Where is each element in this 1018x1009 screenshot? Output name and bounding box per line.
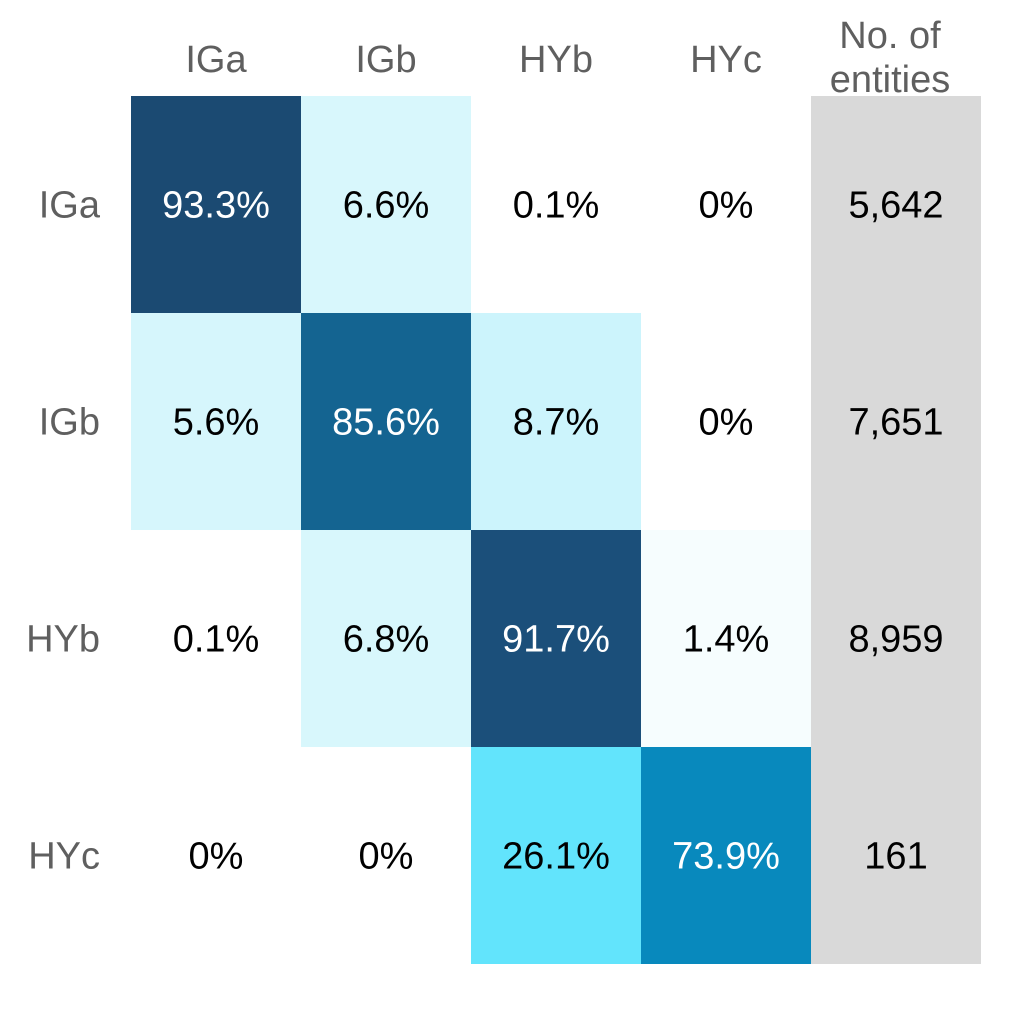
heatmap-cell-IGb-IGb xyxy=(301,313,471,530)
cell-label-HYb-HYc: 1.4% xyxy=(683,619,770,661)
count-column-background xyxy=(811,96,981,964)
heatmap-cell-IGa-IGb xyxy=(301,96,471,313)
cell-label-IGb-IGa: 5.6% xyxy=(173,402,260,444)
count-labels: 5,642 7,651 8,959 161 xyxy=(848,185,943,878)
heatmap-cell-IGa-IGa xyxy=(131,96,301,313)
count-label-HYc: 161 xyxy=(864,836,927,878)
count-header-line-1: No. of xyxy=(839,15,941,57)
heatmap-cell-HYc-IGb xyxy=(301,747,471,964)
row-label-IGb: IGb xyxy=(39,402,100,444)
count-label-IGa: 5,642 xyxy=(848,185,943,227)
heatmap-cell-labels: 93.3% 6.6% 0.1% 0% 5.6% 85.6% 8.7% 0% 0.1% 6.8% 91… xyxy=(162,185,780,878)
heatmap-cell-IGa-HYc xyxy=(641,96,811,313)
heatmap-cell-IGb-IGa xyxy=(131,313,301,530)
heatmap-cell-HYb-HYc xyxy=(641,530,811,747)
column-labels: IGa IGb HYb HYc xyxy=(185,39,762,81)
count-header-line-2: entities xyxy=(830,59,950,101)
heatmap-cell-HYb-IGa xyxy=(131,530,301,747)
cell-label-IGa-IGb: 6.6% xyxy=(343,185,430,227)
heatmap-cell-HYb-HYb xyxy=(471,530,641,747)
column-label-IGb: IGb xyxy=(355,39,416,81)
cell-label-IGb-HYb: 8.7% xyxy=(513,402,600,444)
heatmap-cell-IGb-HYc xyxy=(641,313,811,530)
count-column-bg xyxy=(811,96,981,964)
column-label-IGa: IGa xyxy=(185,39,247,81)
cell-label-HYc-HYc: 73.9% xyxy=(672,836,780,878)
cell-label-IGb-HYc: 0% xyxy=(699,402,754,444)
cell-label-IGa-HYc: 0% xyxy=(699,185,754,227)
heatmap-cell-HYc-HYb xyxy=(471,747,641,964)
heatmap-cell-IGa-HYb xyxy=(471,96,641,313)
count-label-IGb: 7,651 xyxy=(848,402,943,444)
column-label-HYc: HYc xyxy=(690,39,762,81)
row-labels: IGa IGb HYb HYc xyxy=(26,185,101,878)
cell-label-HYc-IGb: 0% xyxy=(359,836,414,878)
cell-label-HYc-IGa: 0% xyxy=(189,836,244,878)
count-label-HYb: 8,959 xyxy=(848,619,943,661)
heatmap-cell-IGb-HYb xyxy=(471,313,641,530)
row-label-HYb: HYb xyxy=(26,619,100,661)
column-label-HYb: HYb xyxy=(519,39,593,81)
row-label-IGa: IGa xyxy=(39,185,101,227)
heatmap-cell-HYc-HYc xyxy=(641,747,811,964)
cell-label-HYb-IGa: 0.1% xyxy=(173,619,260,661)
cell-label-HYb-IGb: 6.8% xyxy=(343,619,430,661)
heatmap-cell-HYc-IGa xyxy=(131,747,301,964)
cell-label-HYb-HYb: 91.7% xyxy=(502,619,610,661)
cell-label-IGa-HYb: 0.1% xyxy=(513,185,600,227)
cell-label-IGa-IGa: 93.3% xyxy=(162,185,270,227)
heatmap-cells xyxy=(131,96,811,964)
row-label-HYc: HYc xyxy=(28,836,100,878)
heatmap-cell-HYb-IGb xyxy=(301,530,471,747)
cell-label-IGb-IGb: 85.6% xyxy=(332,402,440,444)
cell-label-HYc-HYb: 26.1% xyxy=(502,836,610,878)
